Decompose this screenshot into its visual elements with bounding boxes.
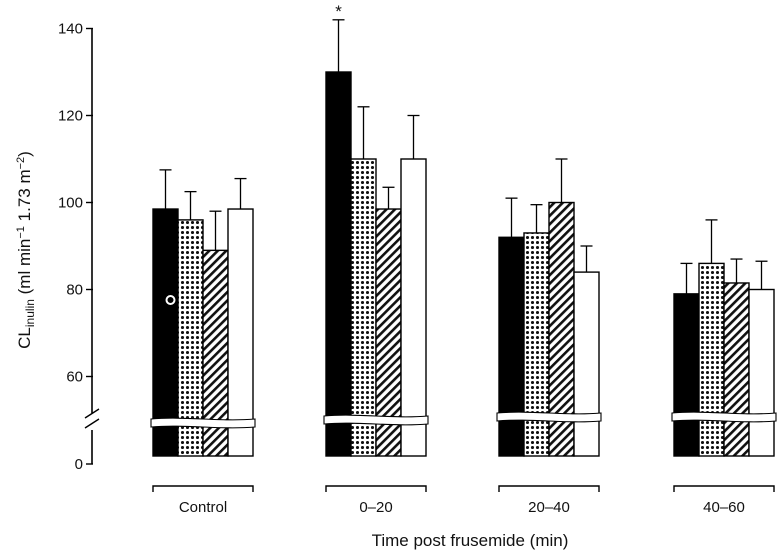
- axis-break-0-20: [323, 414, 429, 426]
- y-axis-title-main: CL: [15, 327, 34, 349]
- axis-break-20-40: [496, 411, 602, 423]
- category-label-20-40: 20–40: [528, 499, 570, 516]
- y-axis-title-unit-a-exp: −1: [15, 226, 27, 239]
- y-axis-title: CLinulin (ml min−1 1.73 m−2): [15, 151, 37, 349]
- bar-control-s2: [177, 219, 204, 457]
- y-tick-label-60: 60: [66, 369, 83, 386]
- bar-0-20-s4: [400, 158, 427, 457]
- marker-circle: [165, 295, 176, 305]
- y-tick-label-100: 100: [58, 195, 83, 212]
- y-axis-title-unit-b: 1.73 m: [15, 169, 34, 226]
- bar-0-20-s1: [325, 71, 352, 457]
- significance-marker: *: [335, 2, 342, 21]
- category-bracket-40-60: [673, 485, 775, 492]
- bar-40-60-s3: [723, 282, 750, 457]
- bar-20-40-s4: [573, 271, 600, 457]
- axis-break-control: [150, 417, 256, 429]
- bar-20-40-s1: [498, 236, 525, 457]
- x-axis-title: Time post frusemide (min): [372, 531, 569, 550]
- bar-40-60-s2: [698, 262, 725, 457]
- bar-control-s1: [152, 208, 179, 457]
- axis-break-40-60: [671, 411, 777, 423]
- category-label-control: Control: [179, 499, 227, 516]
- bar-40-60-s4: [748, 288, 775, 457]
- y-axis-break-mark: [84, 408, 100, 429]
- bar-0-20-s3: [375, 208, 402, 457]
- y-tick-label-80: 80: [66, 282, 83, 299]
- y-tick-label-0: 0: [75, 456, 83, 473]
- y-tick-label-120: 120: [58, 108, 83, 125]
- category-bracket-control: [152, 485, 254, 492]
- y-axis: 0 60 80 100 120 140: [58, 21, 100, 473]
- y-axis-title-unit-a: (ml min: [15, 239, 34, 299]
- bar-0-20-s2: [350, 158, 377, 457]
- error-bars: [159, 19, 768, 294]
- category-brackets: Control 0–20 20–40 40–60: [152, 485, 775, 516]
- y-axis-title-unit-b-exp: −2: [15, 157, 27, 170]
- category-bracket-0-20: [325, 485, 427, 492]
- category-label-0-20: 0–20: [359, 499, 392, 516]
- y-axis-title-unit-close: ): [15, 151, 34, 157]
- bar-control-s4: [227, 208, 254, 457]
- bar-40-60-s1: [673, 293, 700, 457]
- annotations: *: [165, 2, 342, 305]
- axis-break-band: [150, 411, 777, 429]
- category-bracket-20-40: [498, 485, 600, 492]
- y-axis-title-sub: inulin: [23, 299, 37, 327]
- bar-20-40-s2: [523, 232, 550, 457]
- y-tick-label-140: 140: [58, 21, 83, 38]
- category-label-40-60: 40–60: [703, 499, 745, 516]
